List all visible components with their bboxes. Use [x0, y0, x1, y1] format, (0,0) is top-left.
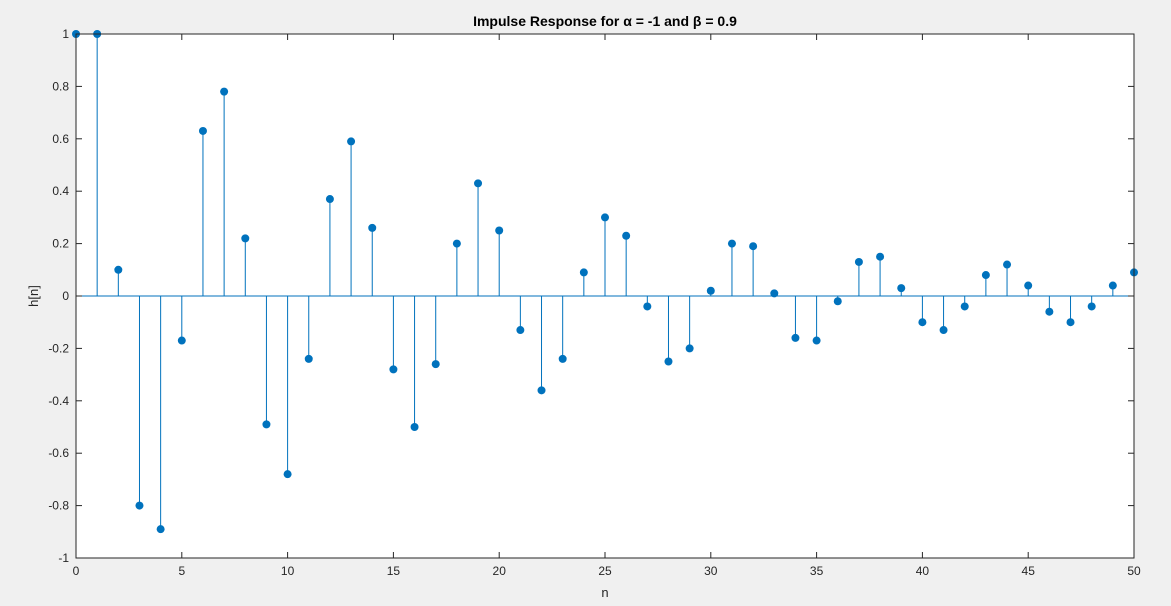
- y-axis-label: h[n]: [26, 285, 41, 307]
- stem-marker: [241, 234, 250, 243]
- stem-marker: [368, 223, 377, 232]
- y-tick-label: 0.4: [52, 184, 69, 198]
- stem-marker: [876, 252, 885, 261]
- stem-marker: [960, 302, 969, 311]
- y-tick-label: 0: [62, 289, 69, 303]
- x-tick-label: 5: [178, 564, 185, 578]
- stem-marker: [558, 354, 567, 363]
- stem-marker: [283, 470, 292, 479]
- stem-marker: [1066, 318, 1075, 327]
- x-tick-label: 30: [704, 564, 718, 578]
- stem-marker: [791, 333, 800, 342]
- x-tick-label: 15: [387, 564, 401, 578]
- ticks: 0 5 10 15 20 25 30 35 40 45 50 -1 -0.8 -0.6 -0.4 -0.2 0 0…: [48, 27, 1141, 578]
- stem-marker: [452, 239, 461, 248]
- y-tick-label: 0.2: [52, 237, 69, 251]
- stem-marker: [1108, 281, 1117, 290]
- stem-marker: [198, 126, 207, 135]
- stem-marker: [114, 265, 123, 274]
- stem-marker: [664, 357, 673, 366]
- x-tick-label: 25: [598, 564, 612, 578]
- stem-marker: [601, 213, 609, 222]
- stem-marker: [833, 297, 842, 306]
- stem-marker: [389, 365, 398, 374]
- stem-marker: [727, 239, 736, 248]
- stem-marker: [474, 179, 483, 188]
- stem-marker: [1003, 260, 1012, 269]
- x-tick-label: 50: [1127, 564, 1141, 578]
- stem-marker: [304, 354, 313, 363]
- stem-marker: [495, 226, 504, 235]
- y-tick-label: -0.4: [48, 394, 69, 408]
- stem-marker: [347, 137, 356, 146]
- x-tick-label: 20: [493, 564, 507, 578]
- stem-marker: [643, 302, 652, 311]
- stem-marker: [1087, 302, 1096, 311]
- y-tick-label: -0.8: [48, 499, 69, 513]
- stem-marker: [537, 386, 546, 395]
- y-tick-label: -0.2: [48, 341, 69, 355]
- y-tick-label: -1: [58, 551, 69, 565]
- chart-title: Impulse Response for α = -1 and β = 0.9: [473, 13, 737, 29]
- stem-marker: [622, 231, 631, 240]
- y-tick-label: -0.6: [48, 446, 69, 460]
- stem-marker: [516, 326, 525, 335]
- stem-marker: [749, 242, 758, 251]
- stem-marker: [939, 326, 948, 335]
- x-tick-label: 10: [281, 564, 295, 578]
- stem-marker: [706, 286, 715, 295]
- stem-marker: [770, 289, 779, 298]
- stem-marker: [897, 284, 906, 293]
- stem-marker: [579, 268, 588, 277]
- stem-marker: [918, 318, 927, 327]
- stem-marker: [135, 501, 144, 510]
- y-tick-label: 0.6: [52, 132, 69, 146]
- stem-marker: [685, 344, 694, 353]
- x-tick-label: 45: [1022, 564, 1036, 578]
- stem-marker: [981, 271, 990, 280]
- x-axis-label: n: [601, 585, 608, 600]
- stem-marker: [854, 257, 863, 266]
- stem-marker: [156, 525, 165, 534]
- stem-marker: [262, 420, 271, 429]
- stem-marker: [325, 195, 334, 204]
- stem-marker: [177, 336, 186, 345]
- stem-marker: [431, 360, 440, 369]
- stems: [75, 34, 1135, 530]
- stem-marker: [1024, 281, 1033, 290]
- x-tick-label: 40: [916, 564, 930, 578]
- x-tick-label: 35: [810, 564, 824, 578]
- x-tick-label: 0: [73, 564, 80, 578]
- stem-marker: [1045, 307, 1054, 316]
- y-tick-label: 1: [62, 27, 69, 41]
- stem-marker: [812, 336, 821, 345]
- y-tick-label: 0.8: [52, 79, 69, 93]
- markers: [72, 30, 1138, 534]
- stem-marker: [410, 423, 419, 431]
- stem-marker: [220, 87, 229, 96]
